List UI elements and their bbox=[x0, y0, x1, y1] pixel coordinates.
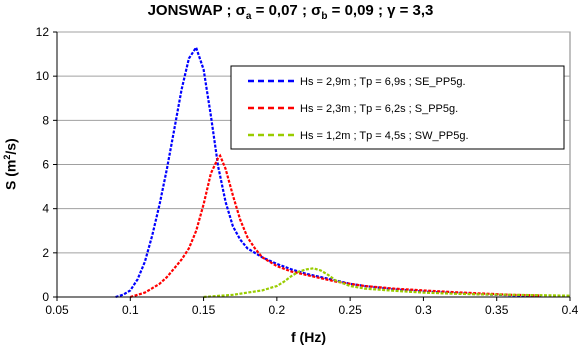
sigma-b-symbol: σ bbox=[311, 2, 322, 19]
x-tick-label: 0.3 bbox=[415, 303, 432, 317]
x-tick-label: 0.15 bbox=[192, 303, 216, 317]
gamma-value: γ = 3,3 bbox=[387, 2, 434, 19]
sigma-b-subscript: b bbox=[321, 11, 328, 22]
series-line-2 bbox=[129, 153, 541, 299]
sigma-b-value: = 0,09 ; bbox=[327, 2, 388, 19]
sigma-a-value: = 0,07 ; bbox=[251, 2, 312, 19]
legend-box bbox=[230, 65, 565, 150]
sigma-a-subscript: a bbox=[245, 11, 252, 22]
x-tick-label: 0.25 bbox=[338, 303, 362, 317]
x-tick-label: 0.05 bbox=[45, 303, 69, 317]
chart-title: JONSWAP ; σa = 0,07 ; σb = 0,09 ; γ = 3,… bbox=[0, 2, 581, 22]
x-tick-label: 0.1 bbox=[122, 303, 139, 317]
legend-label-1: Hs = 2,9m ; Tp = 6,9s ; SE_PP5g. bbox=[300, 76, 466, 88]
x-axis-title: f (Hz) bbox=[291, 329, 326, 345]
y-tick-label: 0 bbox=[42, 290, 49, 304]
legend: Hs = 2,9m ; Tp = 6,9s ; SE_PP5g. Hs = 2,3… bbox=[230, 65, 565, 150]
sigma-a-symbol: σ bbox=[235, 2, 246, 19]
series-lines bbox=[115, 45, 571, 299]
axes: 0 2 4 6 8 10 12 0.05 0.1 0.15 0.2 0.25 0.3 0.35 0.4 bbox=[36, 25, 579, 317]
x-tick-label: 0.35 bbox=[485, 303, 509, 317]
legend-label-3: Hs = 1,2m ; Tp = 4,5s ; SW_PP5g. bbox=[300, 130, 469, 142]
y-tick-label: 6 bbox=[42, 158, 49, 172]
y-tick-label: 2 bbox=[42, 246, 49, 260]
series-line-3 bbox=[203, 267, 571, 299]
x-tick-label: 0.2 bbox=[269, 303, 286, 317]
y-tick-label: 12 bbox=[36, 25, 50, 39]
y-tick-label: 10 bbox=[36, 69, 50, 83]
y-tick-label: 4 bbox=[42, 202, 49, 216]
title-prefix: JONSWAP ; bbox=[147, 2, 236, 19]
y-tick-label: 8 bbox=[42, 113, 49, 127]
legend-label-2: Hs = 2,3m ; Tp = 6,2s ; S_PP5g. bbox=[300, 103, 458, 115]
x-tick-label: 0.4 bbox=[562, 303, 579, 317]
